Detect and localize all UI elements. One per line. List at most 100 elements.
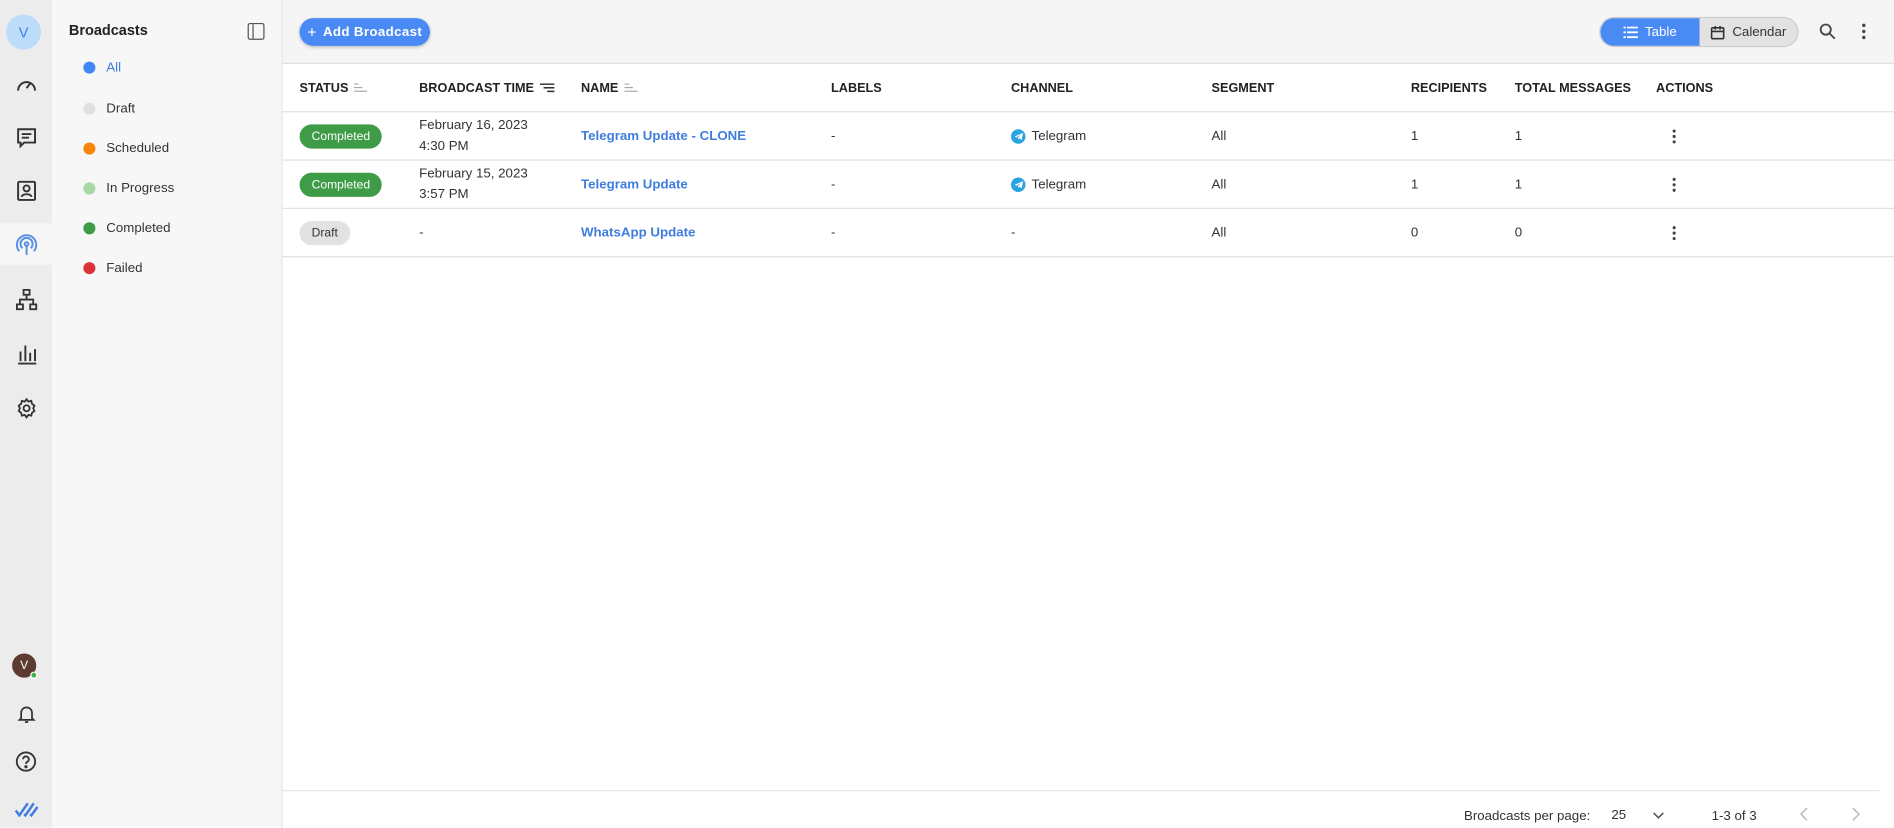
main-content: + Add Broadcast Table Calendar STATUS BRO… (282, 0, 1894, 828)
labels-cell: - (831, 129, 836, 144)
channel-name: - (1011, 225, 1016, 241)
status-dot (83, 182, 96, 195)
recipients-cell: 1 (1410, 177, 1419, 193)
sidebar-item-all[interactable]: All (83, 58, 121, 77)
active-nav-highlight (0, 223, 52, 265)
status-badge: Completed (299, 172, 383, 197)
table-view-label: Table (1644, 24, 1677, 40)
contacts-icon[interactable] (10, 174, 43, 207)
nav-rail: V V (0, 0, 52, 828)
column-broadcast-time[interactable]: BROADCAST TIME (419, 81, 555, 95)
column-channel: CHANNEL (1011, 80, 1074, 96)
sidebar-item-label: Scheduled (106, 141, 170, 156)
status-badge: Completed (299, 124, 383, 149)
status-dot (83, 142, 96, 155)
conversations-icon[interactable] (10, 121, 43, 154)
sidebar-item-draft[interactable]: Draft (83, 99, 135, 118)
plus-icon: + (307, 22, 317, 42)
broadcasts-icon[interactable] (10, 228, 43, 261)
pagination-footer: Broadcasts per page: 25 1-3 of 3 (282, 789, 1880, 827)
table-row[interactable]: Completed February 15, 2023 3:57 PM Teleg… (282, 161, 1894, 209)
calendar-icon (1711, 25, 1725, 39)
telegram-icon (1011, 177, 1026, 193)
recipients-cell: 0 (1410, 225, 1419, 241)
sidebar-item-scheduled[interactable]: Scheduled (83, 139, 169, 158)
per-page-label: Broadcasts per page: (1463, 809, 1591, 824)
row-actions-icon[interactable] (1664, 127, 1683, 146)
column-status[interactable]: STATUS (300, 81, 368, 95)
add-broadcast-label: Add Broadcast (322, 24, 423, 40)
sidebar-item-failed[interactable]: Failed (83, 258, 142, 277)
reports-icon[interactable] (10, 337, 43, 370)
broadcasts-sidebar: Broadcasts All Draft Scheduled In Progre… (51, 0, 283, 828)
column-total-messages: TOTAL MESSAGES (1514, 80, 1631, 96)
sidebar-item-label: In Progress (106, 181, 175, 196)
sidebar-item-completed[interactable]: Completed (83, 219, 171, 238)
sidebar-item-in-progress[interactable]: In Progress (83, 179, 174, 198)
workflows-icon[interactable] (10, 283, 43, 316)
per-page-value: 25 (1611, 808, 1627, 823)
per-page-select[interactable]: 25 (1611, 808, 1665, 823)
labels-cell: - (831, 225, 836, 241)
broadcast-name-link[interactable]: Telegram Update (580, 177, 688, 193)
labels-cell: - (831, 177, 836, 193)
total-messages-cell: 0 (1514, 225, 1523, 241)
help-icon[interactable] (10, 745, 43, 778)
sort-icon (354, 83, 368, 92)
page-range: 1-3 of 3 (1711, 809, 1757, 824)
total-messages-cell: 1 (1514, 129, 1523, 144)
column-actions: ACTIONS (1656, 80, 1714, 96)
broadcast-name-link[interactable]: Telegram Update - CLONE (580, 129, 747, 144)
recipients-cell: 1 (1410, 129, 1419, 144)
user-initial: V (20, 658, 29, 673)
workspace-avatar[interactable]: V (6, 14, 42, 50)
segment-cell: All (1211, 225, 1227, 241)
settings-icon[interactable] (10, 391, 43, 424)
channel-name: Telegram (1031, 177, 1087, 193)
broadcast-time: 3:57 PM (419, 187, 469, 202)
row-actions-icon[interactable] (1664, 223, 1683, 242)
status-dot (83, 222, 96, 235)
table-header: STATUS BROADCAST TIME NAME LABELS CHANNE… (282, 64, 1894, 113)
telegram-icon (1011, 129, 1026, 144)
column-recipients: RECIPIENTS (1410, 80, 1487, 96)
sidebar-item-label: Draft (106, 101, 136, 116)
table-row[interactable]: Draft - WhatsApp Update - - All 0 0 (282, 209, 1894, 258)
calendar-view-label: Calendar (1732, 24, 1787, 40)
next-page-icon[interactable] (1851, 807, 1861, 825)
status-dot (83, 61, 96, 74)
channel-name: Telegram (1031, 129, 1087, 144)
column-labels: LABELS (831, 80, 882, 96)
add-broadcast-button[interactable]: + Add Broadcast (299, 18, 431, 46)
broadcast-date: February 16, 2023 (419, 118, 528, 133)
more-options-icon[interactable] (1854, 22, 1873, 41)
broadcast-date: - (419, 225, 424, 241)
sidebar-title: Broadcasts (68, 21, 148, 39)
bell-icon[interactable] (10, 697, 43, 730)
status-dot (83, 262, 96, 275)
sidebar-item-label: Failed (106, 260, 143, 276)
table-row[interactable]: Completed February 16, 2023 4:30 PM Teleg… (282, 112, 1894, 161)
chevron-down-icon (1653, 812, 1665, 819)
sidebar-item-label: Completed (106, 221, 171, 236)
user-avatar[interactable]: V (12, 653, 38, 679)
dashboard-icon[interactable] (10, 68, 43, 101)
sort-icon (624, 83, 638, 92)
calendar-view-button[interactable]: Calendar (1699, 18, 1798, 46)
broadcast-name-link[interactable]: WhatsApp Update (580, 225, 696, 241)
sort-descending-icon (540, 83, 555, 93)
online-status-dot (30, 671, 38, 679)
column-name[interactable]: NAME (581, 81, 638, 95)
table-view-button[interactable]: Table (1600, 18, 1700, 46)
status-dot (83, 102, 96, 115)
collapse-sidebar-icon[interactable] (247, 22, 265, 40)
column-segment: SEGMENT (1211, 80, 1275, 96)
segment-cell: All (1211, 177, 1227, 193)
previous-page-icon[interactable] (1799, 807, 1810, 825)
toolbar: + Add Broadcast Table Calendar (282, 0, 1894, 65)
search-icon[interactable] (1818, 22, 1837, 41)
segment-cell: All (1211, 129, 1227, 144)
list-icon (1623, 25, 1638, 38)
broadcast-date: February 15, 2023 (419, 166, 528, 182)
row-actions-icon[interactable] (1664, 175, 1683, 194)
